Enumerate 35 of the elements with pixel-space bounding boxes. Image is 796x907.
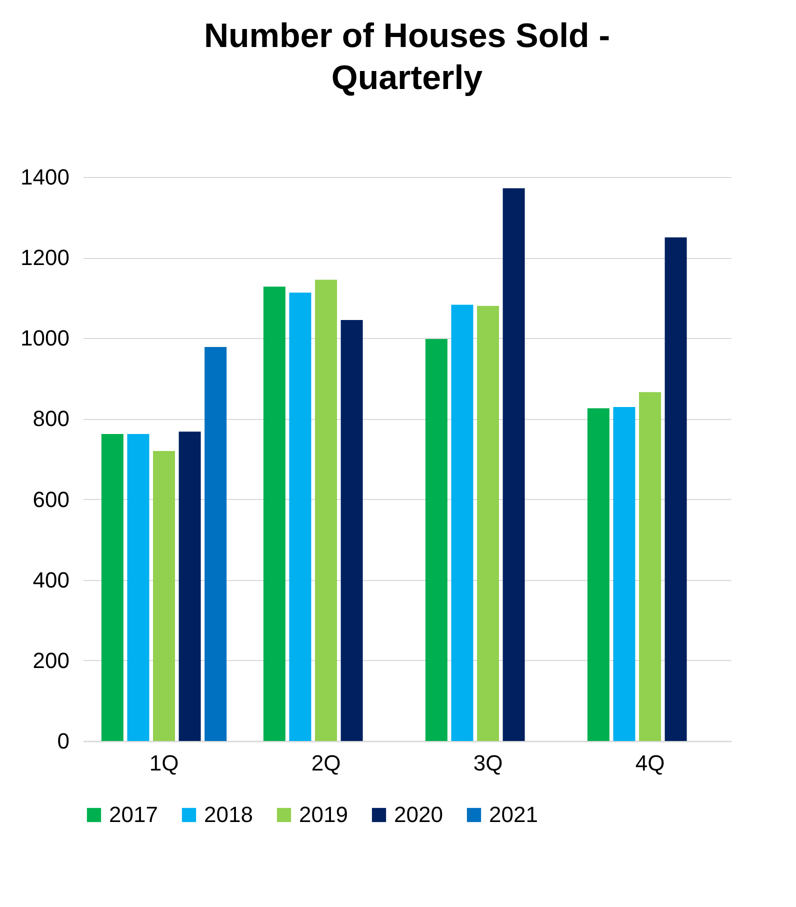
bar — [613, 407, 636, 741]
bar — [587, 408, 610, 741]
y-tick-label: 0 — [57, 728, 70, 754]
y-tick-label: 200 — [32, 648, 70, 673]
legend-label: 2018 — [204, 802, 253, 827]
x-tick-label: 4Q — [635, 750, 665, 776]
bar — [263, 286, 286, 741]
bar — [289, 292, 312, 741]
x-tick-label: 3Q — [473, 750, 503, 776]
legend-label: 2021 — [489, 802, 538, 827]
bar — [153, 450, 175, 741]
y-tick-label: 1000 — [20, 326, 70, 351]
y-tick-label: 1400 — [20, 164, 70, 190]
y-tick-label: 1200 — [20, 245, 70, 270]
bar — [127, 434, 150, 741]
bar — [315, 280, 337, 741]
bar — [425, 338, 448, 741]
legend-label: 2019 — [299, 802, 348, 827]
x-tick-label: 2Q — [311, 750, 341, 776]
y-tick-label: 600 — [32, 486, 70, 512]
bar — [502, 188, 525, 741]
bar — [664, 237, 687, 741]
legend-label: 2020 — [394, 802, 443, 827]
bar — [639, 392, 661, 741]
y-tick-label: 400 — [32, 567, 70, 592]
bar — [101, 434, 124, 741]
bar — [204, 347, 227, 741]
legend-label: 2017 — [109, 802, 158, 827]
x-tick-label: 1Q — [149, 750, 179, 776]
bar — [451, 304, 474, 741]
bar — [340, 320, 363, 741]
y-tick-label: 800 — [32, 406, 70, 432]
chart-title: Number of Houses Sold - Quarterly — [204, 17, 610, 97]
bar — [178, 432, 201, 741]
bar — [477, 306, 499, 741]
